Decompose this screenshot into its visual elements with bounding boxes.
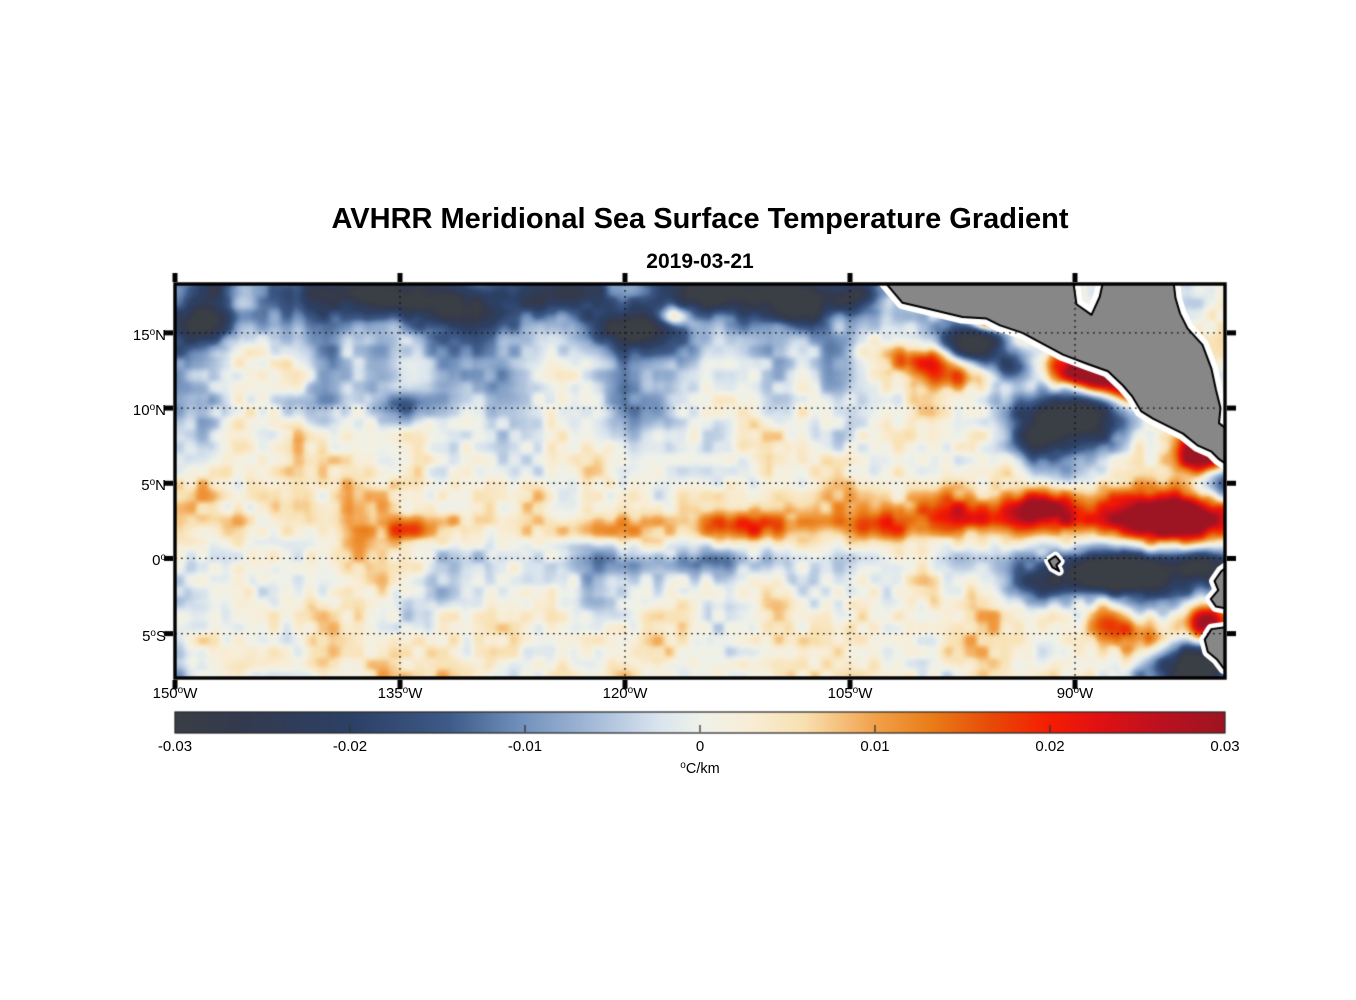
y-tick-label-5S: 5oS xyxy=(142,627,166,645)
chart-title: AVHRR Meridional Sea Surface Temperature… xyxy=(331,203,1069,235)
chart-date-subtitle: 2019-03-21 xyxy=(646,250,754,273)
x-tick-label-120W: 120oW xyxy=(602,685,648,702)
colorbar-tick-label-0.03: 0.03 xyxy=(1210,738,1240,755)
colorbar-tick-label-0.01: 0.01 xyxy=(860,738,890,755)
colorbar-tick-label-0.02: 0.02 xyxy=(1035,738,1065,755)
colorbar-unit-label: oC/km xyxy=(680,760,719,777)
x-tick-label-105W: 105oW xyxy=(827,685,873,702)
y-tick-label-0eq: 0o xyxy=(152,552,166,570)
colorbar-tick-label--0.03: -0.03 xyxy=(157,738,193,755)
y-tick-label-5N: 5oN xyxy=(141,477,166,495)
y-tick-label-10N: 10oN xyxy=(132,402,166,420)
x-tick-label-90W: 90oW xyxy=(1056,685,1094,702)
colorbar-tick-label-0: 0 xyxy=(695,738,705,755)
unit-text: C/km xyxy=(685,761,720,777)
degree-symbol: o xyxy=(680,760,686,771)
x-tick-label-135W: 135oW xyxy=(377,685,423,702)
x-tick-label-150W: 150oW xyxy=(152,685,198,702)
y-tick-label-15N: 15oN xyxy=(132,326,166,344)
colorbar-tick-label--0.01: -0.01 xyxy=(507,738,543,755)
colorbar-tick-label--0.02: -0.02 xyxy=(332,738,368,755)
